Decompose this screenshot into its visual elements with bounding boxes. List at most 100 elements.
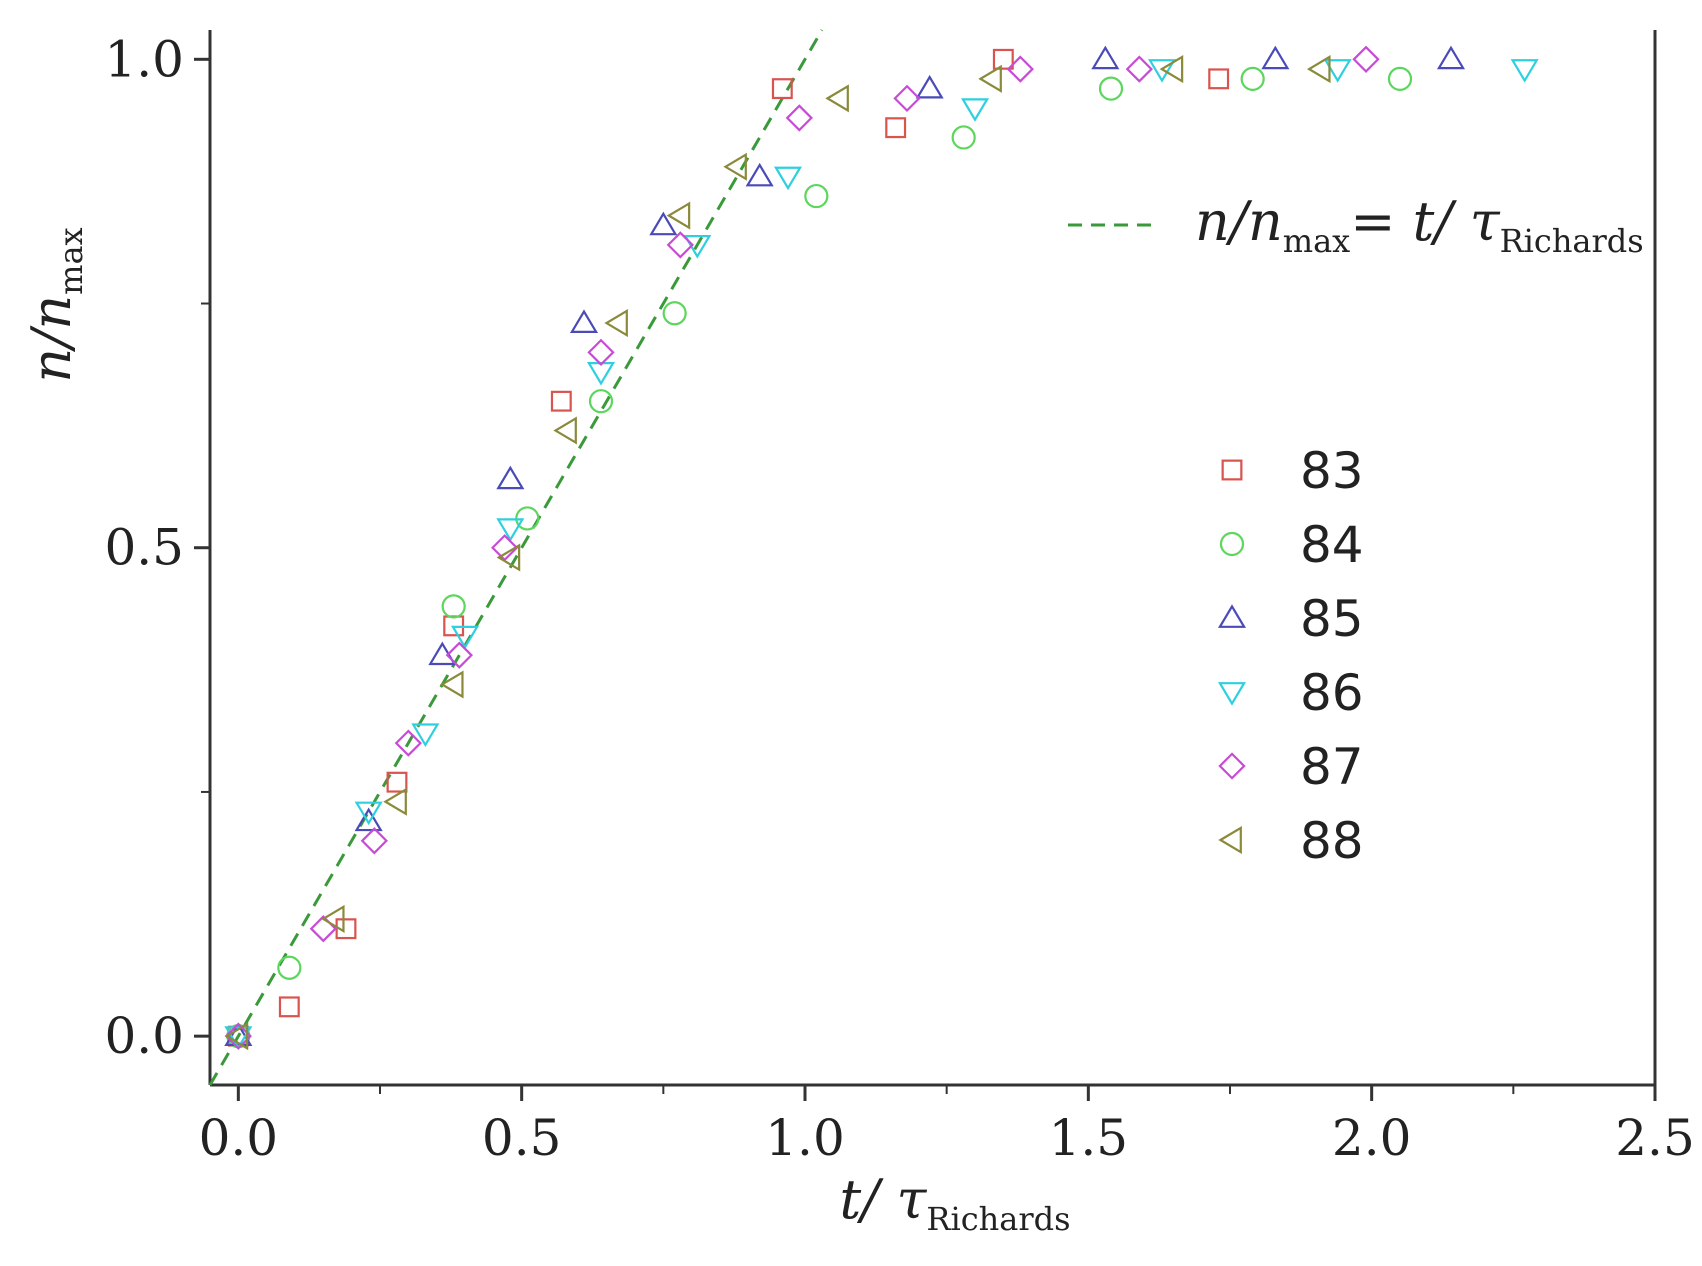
data-point-series-85 — [745, 162, 774, 187]
data-point-series-86 — [354, 801, 383, 826]
y-tick-label: 1.0 — [104, 30, 184, 88]
data-point-series-87 — [394, 729, 422, 757]
data-point-series-87 — [445, 641, 473, 669]
data-point-series-86 — [496, 518, 525, 542]
x-tick-label: 2.5 — [1615, 1109, 1695, 1167]
data-point-series-85 — [496, 465, 525, 490]
legend-label-87: 87 — [1300, 738, 1364, 796]
data-point-series-84 — [1098, 76, 1124, 101]
y-tick-label: 0.5 — [104, 519, 184, 577]
fit-line-group — [208, 29, 824, 1086]
data-point-series-84 — [588, 389, 614, 414]
data-point-series-88 — [978, 64, 1002, 93]
legend-marker-88 — [1218, 825, 1242, 855]
data-point-series-88 — [723, 152, 747, 181]
data-point-series-84 — [277, 955, 302, 980]
legend-label-85: 85 — [1300, 590, 1364, 648]
data-point-series-88 — [1306, 55, 1331, 84]
data-point-series-85 — [224, 1022, 253, 1047]
legend-marker-83 — [1221, 459, 1243, 481]
data-point-series-83 — [1208, 68, 1230, 90]
data-point-series-87 — [666, 231, 694, 259]
x-tick-label: 1.0 — [765, 1109, 845, 1167]
fit-line-legend-a: n/n — [1195, 190, 1283, 253]
legend-label-88: 88 — [1300, 812, 1364, 870]
data-point-series-84 — [951, 125, 976, 150]
x-tick-label: 2.0 — [1332, 1109, 1412, 1167]
data-point-series-88 — [825, 84, 849, 113]
y-axis-title-main: n/n — [20, 295, 83, 383]
data-point-series-87 — [785, 104, 813, 132]
data-point-series-87 — [1125, 55, 1153, 83]
data-point-series-84 — [662, 301, 687, 326]
data-point-series-85 — [1091, 45, 1120, 70]
fit-line-legend-b-sub: Richards — [1500, 222, 1644, 260]
data-point-series-87 — [360, 827, 388, 855]
legend-marker-86 — [1217, 682, 1247, 706]
data-point-series-88 — [1159, 55, 1184, 84]
y-axis-ticks: 0.0 0.5 1.0 — [104, 30, 210, 1065]
data-point-series-85 — [428, 641, 457, 666]
x-axis-title: t/ τRichards — [839, 1168, 1070, 1238]
data-point-series-83 — [550, 390, 572, 412]
y-tick-label: 0.0 — [104, 1007, 184, 1065]
legend-marker-87 — [1218, 752, 1246, 780]
data-points — [224, 45, 1539, 1051]
data-point-series-84 — [1240, 66, 1265, 91]
data-point-series-86 — [1147, 59, 1177, 83]
x-axis-title-main: t/ τ — [839, 1168, 927, 1231]
x-tick-label: 1.5 — [1049, 1109, 1129, 1167]
data-point-series-88 — [224, 1022, 249, 1051]
data-point-series-85 — [1436, 45, 1466, 70]
data-point-series-88 — [604, 309, 628, 338]
y-axis-title: n/nmax — [20, 227, 90, 382]
data-point-series-85 — [569, 309, 599, 333]
x-tick-label: 0.5 — [482, 1109, 562, 1167]
data-point-series-88 — [496, 543, 521, 572]
data-point-series-87 — [1352, 45, 1380, 73]
fit-line-legend-a-sub: max — [1283, 222, 1350, 260]
data-point-series-84 — [441, 594, 466, 619]
legend-marker-85 — [1217, 604, 1247, 628]
data-point-series-88 — [383, 787, 407, 816]
axes-frame — [208, 30, 1657, 1087]
legend-label-86: 86 — [1300, 664, 1364, 722]
legend: 83 84 85 86 87 88 — [1217, 442, 1364, 870]
legend-label-83: 83 — [1300, 442, 1364, 500]
data-point-series-88 — [320, 904, 345, 933]
data-point-series-83 — [992, 48, 1014, 70]
legend-marker-84 — [1219, 531, 1245, 557]
data-point-series-85 — [649, 211, 678, 236]
data-point-series-83 — [386, 771, 408, 793]
data-point-series-85 — [354, 807, 383, 832]
x-axis-ticks: 0.0 0.5 1.0 1.5 2.0 2.5 — [199, 1085, 1695, 1167]
data-point-series-87 — [1006, 55, 1034, 83]
data-point-series-86 — [224, 1026, 253, 1050]
data-point-series-85 — [1261, 45, 1290, 70]
data-point-series-84 — [1387, 66, 1413, 91]
fit-line — [208, 29, 824, 1086]
data-point-series-85 — [915, 74, 944, 99]
data-point-series-86 — [1510, 59, 1539, 83]
data-point-series-86 — [411, 723, 440, 748]
data-point-series-86 — [450, 625, 480, 650]
fit-line-legend-b: = t/ τ — [1350, 190, 1500, 253]
data-point-series-87 — [587, 338, 615, 367]
data-point-series-83 — [278, 996, 300, 1018]
data-point-series-86 — [960, 98, 990, 122]
data-point-series-87 — [893, 84, 921, 113]
fit-line-legend: n/nmax= t/ τRichards — [1068, 190, 1644, 260]
data-point-series-83 — [771, 78, 793, 100]
x-tick-label: 0.0 — [199, 1109, 279, 1167]
x-axis-title-sub: Richards — [926, 1200, 1070, 1238]
data-point-series-86 — [773, 166, 803, 191]
data-point-series-88 — [553, 416, 577, 445]
data-point-series-86 — [1323, 59, 1352, 83]
data-point-series-84 — [804, 183, 829, 209]
data-point-series-86 — [586, 361, 616, 386]
fit-line-legend-label: n/nmax= t/ τRichards — [1195, 190, 1644, 260]
y-axis-title-sub: max — [52, 227, 90, 294]
data-point-series-88 — [666, 201, 691, 230]
data-point-series-88 — [439, 670, 464, 699]
